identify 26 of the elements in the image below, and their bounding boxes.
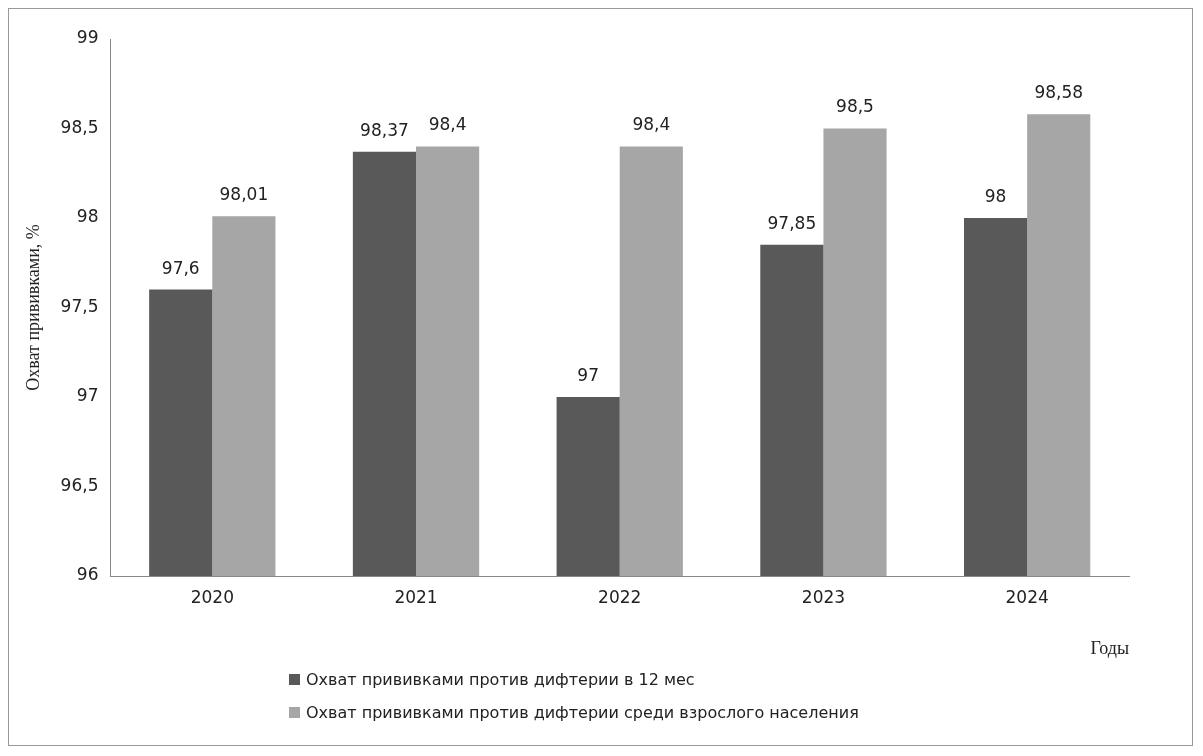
x-tick-label: 2021 [394, 586, 438, 607]
y-tick-label: 98 [76, 206, 99, 227]
y-tick-label: 96,5 [60, 474, 99, 495]
y-tick-label: 99 [76, 27, 99, 48]
data-label: 97 [577, 364, 599, 385]
data-label: 98,4 [632, 114, 671, 135]
y-tick-label: 97,5 [60, 295, 99, 316]
y-tick-label: 96 [76, 564, 99, 585]
data-label: 98,01 [219, 184, 269, 205]
x-tick-label: 2023 [801, 586, 846, 607]
legend-label: Охват прививками против дифтерии в 12 мес [306, 670, 695, 689]
x-tick-label: 2024 [1005, 586, 1049, 607]
x-axis-title: Годы [1090, 637, 1129, 658]
y-axis-title: Охват прививками, % [22, 224, 43, 391]
y-tick-label: 97 [76, 385, 99, 406]
data-label: 98,37 [360, 119, 409, 140]
data-label: 98,5 [836, 96, 874, 117]
data-label: 98 [984, 185, 1007, 206]
x-tick-label: 2020 [190, 586, 234, 607]
data-label: 98,4 [428, 114, 467, 135]
legend-label: Охват прививками против дифтерии среди взрослого населения [306, 703, 859, 722]
y-tick-label: 98,5 [60, 116, 99, 137]
data-label: 97,6 [161, 257, 200, 278]
x-tick-label: 2022 [598, 586, 642, 607]
data-label: 97,85 [767, 212, 817, 233]
data-label: 98,58 [1034, 82, 1084, 103]
